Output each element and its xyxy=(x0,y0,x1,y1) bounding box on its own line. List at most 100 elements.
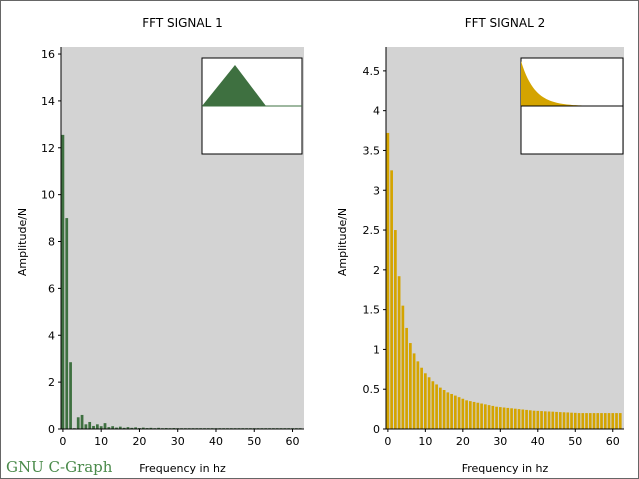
y-axis-label: Amplitude/N xyxy=(16,208,29,276)
bar xyxy=(468,401,472,429)
bar xyxy=(536,410,540,429)
y-tick-label: 0 xyxy=(48,423,55,436)
x-tick-label: 20 xyxy=(456,435,470,448)
bar xyxy=(558,412,562,429)
y-tick-label: 2 xyxy=(373,264,380,277)
y-tick-label: 3 xyxy=(373,184,380,197)
bar xyxy=(397,276,401,429)
bar xyxy=(506,407,510,429)
bar xyxy=(585,413,588,429)
bar xyxy=(134,427,137,429)
bar xyxy=(570,412,573,429)
bar xyxy=(607,413,611,429)
bar xyxy=(502,407,506,429)
bar xyxy=(103,423,107,429)
bar xyxy=(427,377,431,429)
bar xyxy=(615,413,618,429)
bar xyxy=(76,417,80,429)
bar xyxy=(122,427,126,429)
y-tick-label: 0 xyxy=(373,423,380,436)
y-tick-label: 14 xyxy=(41,95,55,108)
bar xyxy=(498,407,502,429)
bar xyxy=(88,421,92,429)
x-tick-label: 0 xyxy=(384,435,391,448)
bar xyxy=(111,426,115,429)
bar xyxy=(80,414,84,429)
bar xyxy=(596,413,600,429)
x-tick-label: 60 xyxy=(606,435,620,448)
bar xyxy=(581,413,585,429)
bar xyxy=(588,413,592,429)
chart-title: FFT SIGNAL 2 xyxy=(465,16,546,30)
x-tick-label: 30 xyxy=(171,435,185,448)
bar xyxy=(61,134,65,430)
bar xyxy=(95,424,99,429)
y-tick-label: 4 xyxy=(48,329,55,342)
y-tick-label: 4 xyxy=(373,105,380,118)
bar xyxy=(577,413,581,429)
bar xyxy=(424,373,427,429)
x-tick-label: 30 xyxy=(493,435,507,448)
bar xyxy=(438,387,442,429)
bar xyxy=(149,427,153,429)
inset-signal-shape xyxy=(521,61,623,106)
y-tick-label: 2.5 xyxy=(363,224,381,237)
y-tick-label: 1 xyxy=(373,343,380,356)
x-axis-label: Frequency in hz xyxy=(462,462,549,475)
bar xyxy=(547,411,551,429)
bar xyxy=(611,413,615,429)
signal-inset xyxy=(201,57,303,155)
bar xyxy=(540,411,543,429)
bar xyxy=(401,305,405,429)
x-tick-label: 60 xyxy=(286,435,300,448)
chart-title: FFT SIGNAL 1 xyxy=(142,16,223,30)
bar xyxy=(416,361,420,429)
bar xyxy=(525,409,528,429)
bar xyxy=(115,427,118,429)
bar xyxy=(446,392,450,429)
x-tick-label: 40 xyxy=(209,435,223,448)
bar xyxy=(555,411,558,429)
bar xyxy=(69,362,72,429)
y-tick-label: 10 xyxy=(41,189,55,202)
bar xyxy=(457,397,461,429)
bar xyxy=(513,408,517,429)
bar xyxy=(412,353,416,429)
bar xyxy=(495,406,498,429)
bar xyxy=(480,403,483,429)
bar xyxy=(394,230,397,429)
bar xyxy=(405,327,408,429)
x-tick-label: 20 xyxy=(132,435,146,448)
inset-signal-shape xyxy=(202,65,266,106)
bar xyxy=(573,412,577,429)
bar xyxy=(491,405,495,429)
chart-panel-2: FFT SIGNAL 2 0 0.5 1 1.5 2 2.5 3 3.5 4 4.5 0 10 20 30 4… xyxy=(336,16,624,475)
bar xyxy=(118,426,122,429)
bar xyxy=(390,170,393,429)
y-tick-label: 6 xyxy=(48,282,55,295)
bar xyxy=(420,367,423,429)
bar xyxy=(517,409,521,429)
y-tick-label: 12 xyxy=(41,142,55,155)
y-tick-label: 4.5 xyxy=(363,65,381,78)
bar xyxy=(431,381,435,429)
bar xyxy=(600,413,603,429)
y-axis-label: Amplitude/N xyxy=(336,208,349,276)
bar xyxy=(532,410,536,429)
x-axis-label: Frequency in hz xyxy=(139,462,226,475)
bar xyxy=(476,402,480,429)
bar xyxy=(562,412,566,429)
y-tick-label: 1.5 xyxy=(363,304,381,317)
bar xyxy=(65,218,69,429)
bar xyxy=(409,343,412,429)
bar xyxy=(510,408,513,429)
bar xyxy=(461,398,465,429)
bar xyxy=(442,390,446,429)
x-tick-label: 50 xyxy=(247,435,261,448)
bar xyxy=(592,413,596,429)
y-tick-label: 2 xyxy=(48,376,55,389)
x-tick-label: 10 xyxy=(94,435,108,448)
bar xyxy=(487,405,491,429)
